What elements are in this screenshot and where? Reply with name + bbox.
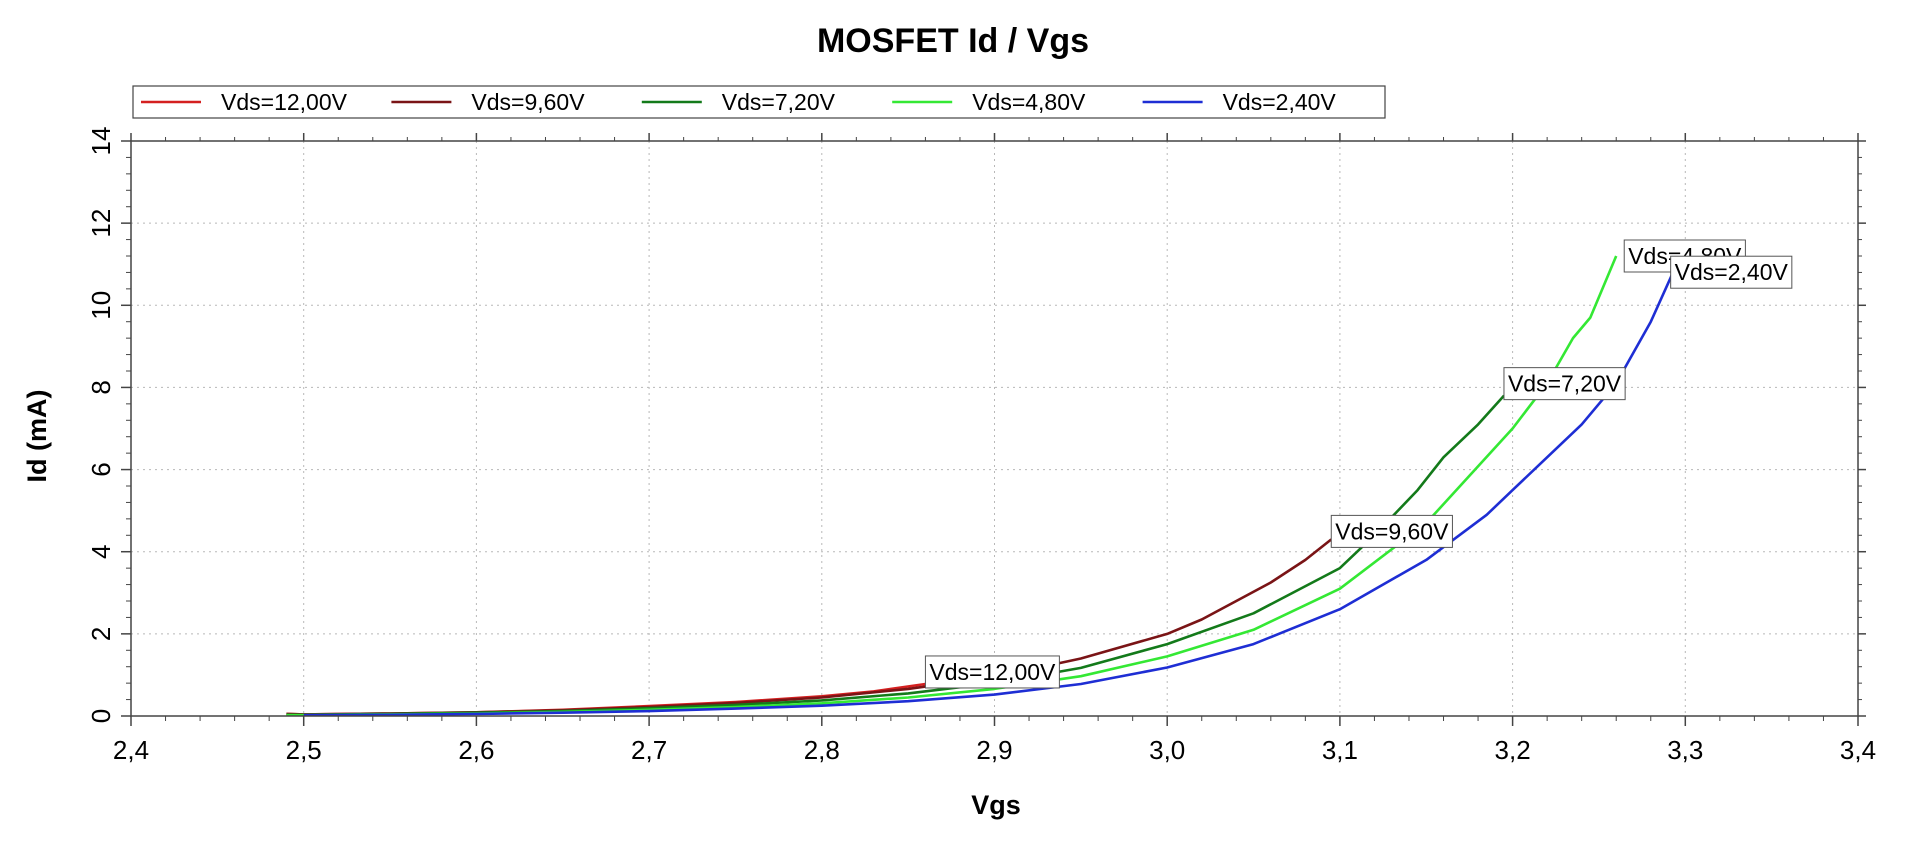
y-tick-label: 4 <box>86 544 116 558</box>
series-callout: Vds=12,00V <box>924 655 1060 689</box>
callout-box <box>1503 367 1626 401</box>
x-tick-label: 3,0 <box>1149 735 1185 765</box>
legend-item-label: Vds=12,00V <box>221 89 348 115</box>
x-tick-label: 3,4 <box>1840 735 1876 765</box>
y-tick-label: 2 <box>86 627 116 641</box>
x-tick-label: 2,7 <box>631 735 667 765</box>
chart-title: MOSFET Id / Vgs <box>817 22 1089 60</box>
legend-item-label: Vds=2,40V <box>1223 89 1337 115</box>
x-tick-label: 2,6 <box>458 735 494 765</box>
x-tick-label: 2,8 <box>804 735 840 765</box>
series-line <box>303 263 1678 717</box>
callout-box <box>1330 514 1453 548</box>
axes: 2,4 2,5 2,6 2,7 2,8 2,9 3,0 3,1 3,2 3,3 3,4 0 2 4 6 8 10… <box>86 127 1876 765</box>
grid <box>131 141 1858 716</box>
y-axis-title: Id (mA) <box>22 390 52 483</box>
x-tick-label: 3,1 <box>1322 735 1358 765</box>
x-tick-label: 3,2 <box>1495 735 1531 765</box>
x-axis-title: Vgs <box>971 790 1021 820</box>
callout-label: Vds=7,20V <box>1508 371 1622 397</box>
series-line <box>286 394 1505 717</box>
series-line <box>286 255 1618 717</box>
callout-box <box>1670 255 1793 289</box>
callout-label: Vds=12,00V <box>929 659 1056 685</box>
y-tick-label: 0 <box>86 709 116 723</box>
x-tick-label: 2,9 <box>976 735 1012 765</box>
plot-frame <box>130 140 1859 717</box>
series-callout: Vds=9,60V <box>1330 514 1453 548</box>
callout-label: Vds=2,40V <box>1675 259 1789 285</box>
series-layer <box>286 255 1678 717</box>
y-tick-label: 14 <box>86 127 116 156</box>
callouts: Vds=12,00VVds=9,60VVds=7,20VVds=4,80VVds… <box>924 239 1793 689</box>
legend: Vds=12,00V Vds=9,60V Vds=7,20V Vds=4,80V Vds… <box>132 85 1386 119</box>
legend-item-label: Vds=7,20V <box>722 89 836 115</box>
y-tick-label: 12 <box>86 209 116 238</box>
legend-item-label: Vds=9,60V <box>471 89 585 115</box>
series-line <box>286 538 1333 716</box>
x-tick-label: 2,5 <box>286 735 322 765</box>
y-tick-label: 8 <box>86 380 116 394</box>
series-callout: Vds=2,40V <box>1670 255 1793 289</box>
legend-item-label: Vds=4,80V <box>972 89 1086 115</box>
x-tick-label: 2,4 <box>113 735 149 765</box>
y-tick-label: 10 <box>86 291 116 320</box>
callout-box <box>924 655 1060 689</box>
series-callout: Vds=7,20V <box>1503 367 1626 401</box>
callout-label: Vds=9,60V <box>1335 518 1449 544</box>
y-tick-label: 6 <box>86 462 116 476</box>
x-tick-label: 3,3 <box>1667 735 1703 765</box>
